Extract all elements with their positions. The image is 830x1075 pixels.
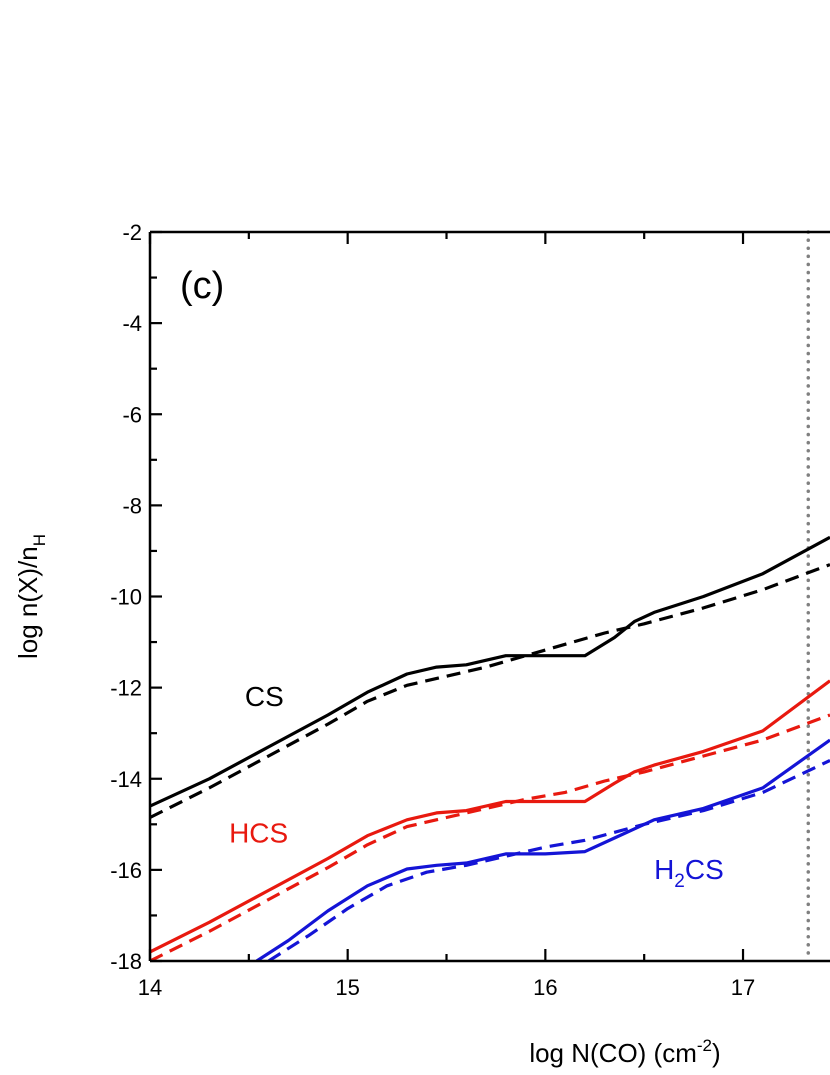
y-tick-label: -14 <box>110 767 142 792</box>
x-tick-label: 15 <box>335 975 359 1000</box>
series-label-2: H2CS <box>654 854 724 892</box>
x-tick-label: 14 <box>138 975 162 1000</box>
series-label-main-1: HCS <box>229 818 288 849</box>
axes-layer <box>148 230 830 963</box>
panel-label: (c) <box>180 265 224 307</box>
series-label-sub-2: 2 <box>674 871 685 892</box>
x-axis-title-main: log N(CO) (cm <box>529 1038 697 1068</box>
y-axis-title-sub: H <box>30 534 49 546</box>
series-line-dashed-1 <box>150 713 830 961</box>
y-tick-label: -10 <box>110 585 142 610</box>
y-tick-label: -16 <box>110 858 142 883</box>
y-axis-title-main: log n(X)/n <box>13 546 43 659</box>
x-axis-title-sup: -2 <box>697 1036 712 1055</box>
labels-layer: (c) log N(CO) (cm-2) log n(X)/nH CSHCSH2… <box>13 265 724 1068</box>
x-tick-label: 16 <box>533 975 557 1000</box>
series-2 <box>255 738 830 961</box>
y-tick-label: -8 <box>122 493 142 518</box>
y-tick-label: -12 <box>110 676 142 701</box>
y-tick-label: -6 <box>122 402 142 427</box>
ticks-layer: 14 15 16 17 -18 -16 -14 -12 -10 -8 -6 -4 -2 <box>110 220 755 1000</box>
series-line-solid-1 <box>150 679 830 954</box>
y-axis-title: log n(X)/nH <box>13 534 49 659</box>
x-tick-label: 17 <box>731 975 755 1000</box>
series-0 <box>150 535 830 819</box>
series-label-main-2: H <box>654 854 674 885</box>
x-axis-title: log N(CO) (cm-2) <box>529 1036 720 1068</box>
series-line-dashed-0 <box>150 563 830 819</box>
series-label-1: HCS <box>229 818 288 849</box>
y-tick-label: -4 <box>122 311 142 336</box>
series-line-solid-2 <box>255 738 830 961</box>
series-line-solid-0 <box>150 535 830 808</box>
y-tick-label: -2 <box>122 220 142 245</box>
series-label-end-2: CS <box>685 854 724 885</box>
x-axis-title-end: ) <box>712 1038 721 1068</box>
series-label-main-0: CS <box>245 681 284 712</box>
series-layer <box>150 535 830 961</box>
series-line-dashed-2 <box>267 759 830 961</box>
y-tick-label: -18 <box>110 949 142 974</box>
series-1 <box>150 679 830 961</box>
series-label-0: CS <box>245 681 284 712</box>
